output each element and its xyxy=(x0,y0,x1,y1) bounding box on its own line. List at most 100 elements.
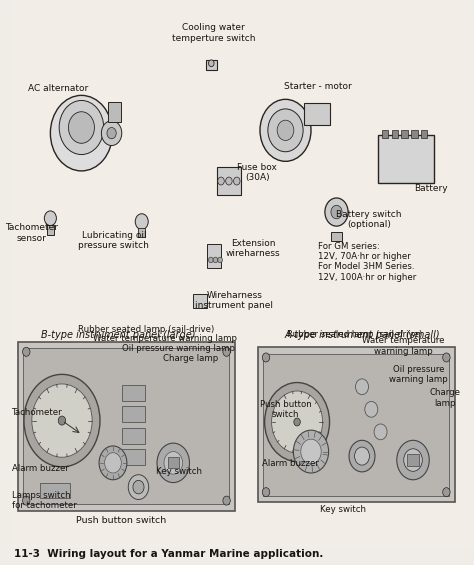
Text: Oil pressure warning lamp: Oil pressure warning lamp xyxy=(122,344,235,353)
Circle shape xyxy=(293,430,328,473)
Circle shape xyxy=(443,488,450,497)
Text: Water temperature warning lamp: Water temperature warning lamp xyxy=(93,334,237,344)
Bar xyxy=(40,483,70,498)
Circle shape xyxy=(277,120,294,141)
Bar xyxy=(122,385,145,401)
Text: Fuse box
(30A): Fuse box (30A) xyxy=(237,163,277,182)
Circle shape xyxy=(58,416,66,425)
Circle shape xyxy=(356,379,368,395)
Circle shape xyxy=(218,177,224,185)
Circle shape xyxy=(223,496,230,505)
Text: Push button
switch: Push button switch xyxy=(260,399,311,419)
Text: Oil pressure
warning lamp: Oil pressure warning lamp xyxy=(389,364,448,384)
Text: Water temperature
warning lamp: Water temperature warning lamp xyxy=(363,337,445,356)
Bar xyxy=(47,225,54,235)
Circle shape xyxy=(268,109,303,152)
Circle shape xyxy=(223,347,230,357)
Text: Cooling water
temperture switch: Cooling water temperture switch xyxy=(172,23,255,42)
Circle shape xyxy=(209,257,213,263)
Circle shape xyxy=(99,446,127,480)
Circle shape xyxy=(404,449,422,471)
Circle shape xyxy=(50,95,112,171)
Circle shape xyxy=(107,128,116,139)
Text: Lubricating oil
pressure switch: Lubricating oil pressure switch xyxy=(79,231,149,250)
Circle shape xyxy=(128,475,149,499)
Text: Charge lamp: Charge lamp xyxy=(163,354,218,363)
Circle shape xyxy=(260,99,311,162)
Bar xyxy=(122,449,145,465)
Circle shape xyxy=(331,205,342,219)
Circle shape xyxy=(24,375,100,467)
Circle shape xyxy=(234,177,240,185)
Bar xyxy=(138,228,145,237)
Text: AC alternator: AC alternator xyxy=(28,84,88,93)
Circle shape xyxy=(272,391,323,453)
Circle shape xyxy=(213,257,218,263)
Circle shape xyxy=(443,353,450,362)
Bar xyxy=(217,167,240,195)
Circle shape xyxy=(135,214,148,229)
Text: Key switch: Key switch xyxy=(156,467,202,476)
Circle shape xyxy=(264,383,329,462)
Bar xyxy=(207,244,221,268)
Bar xyxy=(193,294,207,308)
Text: Battery: Battery xyxy=(414,184,447,193)
Text: Extension
wireharness: Extension wireharness xyxy=(226,239,280,258)
Circle shape xyxy=(365,401,378,417)
Text: Rubber sealed lamp (sail-drive): Rubber sealed lamp (sail-drive) xyxy=(287,331,423,340)
Circle shape xyxy=(397,440,429,480)
Circle shape xyxy=(105,453,121,473)
Circle shape xyxy=(23,347,30,357)
Circle shape xyxy=(23,496,30,505)
Bar xyxy=(408,454,419,466)
Bar xyxy=(411,130,418,138)
Text: B-type instrument panel (large): B-type instrument panel (large) xyxy=(41,330,196,340)
Circle shape xyxy=(349,440,375,472)
Text: Tachometer: Tachometer xyxy=(12,407,63,416)
Bar xyxy=(18,342,235,511)
Text: Key switch: Key switch xyxy=(319,505,365,514)
Bar xyxy=(378,135,434,182)
Bar xyxy=(421,130,428,138)
Text: For GM series:
12V, 70A·hr or higher
For Model 3HM Series.
12V, 100A·hr or highe: For GM series: 12V, 70A·hr or higher For… xyxy=(318,242,416,282)
Text: Charge
lamp: Charge lamp xyxy=(430,388,461,408)
Bar xyxy=(109,102,121,122)
Circle shape xyxy=(355,447,369,465)
Text: Battery switch
(optional): Battery switch (optional) xyxy=(336,210,401,229)
Bar xyxy=(258,347,455,502)
Text: 11-3  Wiring layout for a Yanmar Marine application.: 11-3 Wiring layout for a Yanmar Marine a… xyxy=(14,549,324,559)
Circle shape xyxy=(301,439,321,464)
Circle shape xyxy=(157,443,190,483)
Circle shape xyxy=(218,257,222,263)
Bar xyxy=(122,406,145,422)
Circle shape xyxy=(209,60,214,67)
Bar xyxy=(382,130,388,138)
Circle shape xyxy=(101,121,122,146)
Text: Alarm buzzer: Alarm buzzer xyxy=(12,464,69,473)
Circle shape xyxy=(325,198,348,226)
Bar xyxy=(24,349,229,504)
Circle shape xyxy=(164,451,182,474)
Text: A-type instrument panel (small): A-type instrument panel (small) xyxy=(284,330,440,340)
Circle shape xyxy=(68,112,94,144)
Text: Wireharness
instrument panel: Wireharness instrument panel xyxy=(195,291,273,310)
Circle shape xyxy=(45,211,56,225)
Text: Lamps switch
for tachometer: Lamps switch for tachometer xyxy=(12,491,77,510)
Circle shape xyxy=(226,177,232,185)
Text: Tachometer
sensor: Tachometer sensor xyxy=(5,223,58,242)
Text: Starter - motor: Starter - motor xyxy=(284,82,352,91)
Circle shape xyxy=(32,384,92,457)
Bar xyxy=(401,130,408,138)
Text: Rubber seated lamp (sail-drive): Rubber seated lamp (sail-drive) xyxy=(78,325,215,334)
Circle shape xyxy=(262,353,270,362)
Text: Push button switch: Push button switch xyxy=(76,516,166,525)
Bar xyxy=(122,428,145,444)
Bar xyxy=(168,457,179,468)
Bar xyxy=(304,103,329,125)
Bar xyxy=(206,60,217,70)
Text: Alarm buzzer: Alarm buzzer xyxy=(262,459,319,468)
Bar xyxy=(263,354,449,496)
Circle shape xyxy=(133,480,144,494)
Circle shape xyxy=(59,101,104,155)
Circle shape xyxy=(374,424,387,440)
